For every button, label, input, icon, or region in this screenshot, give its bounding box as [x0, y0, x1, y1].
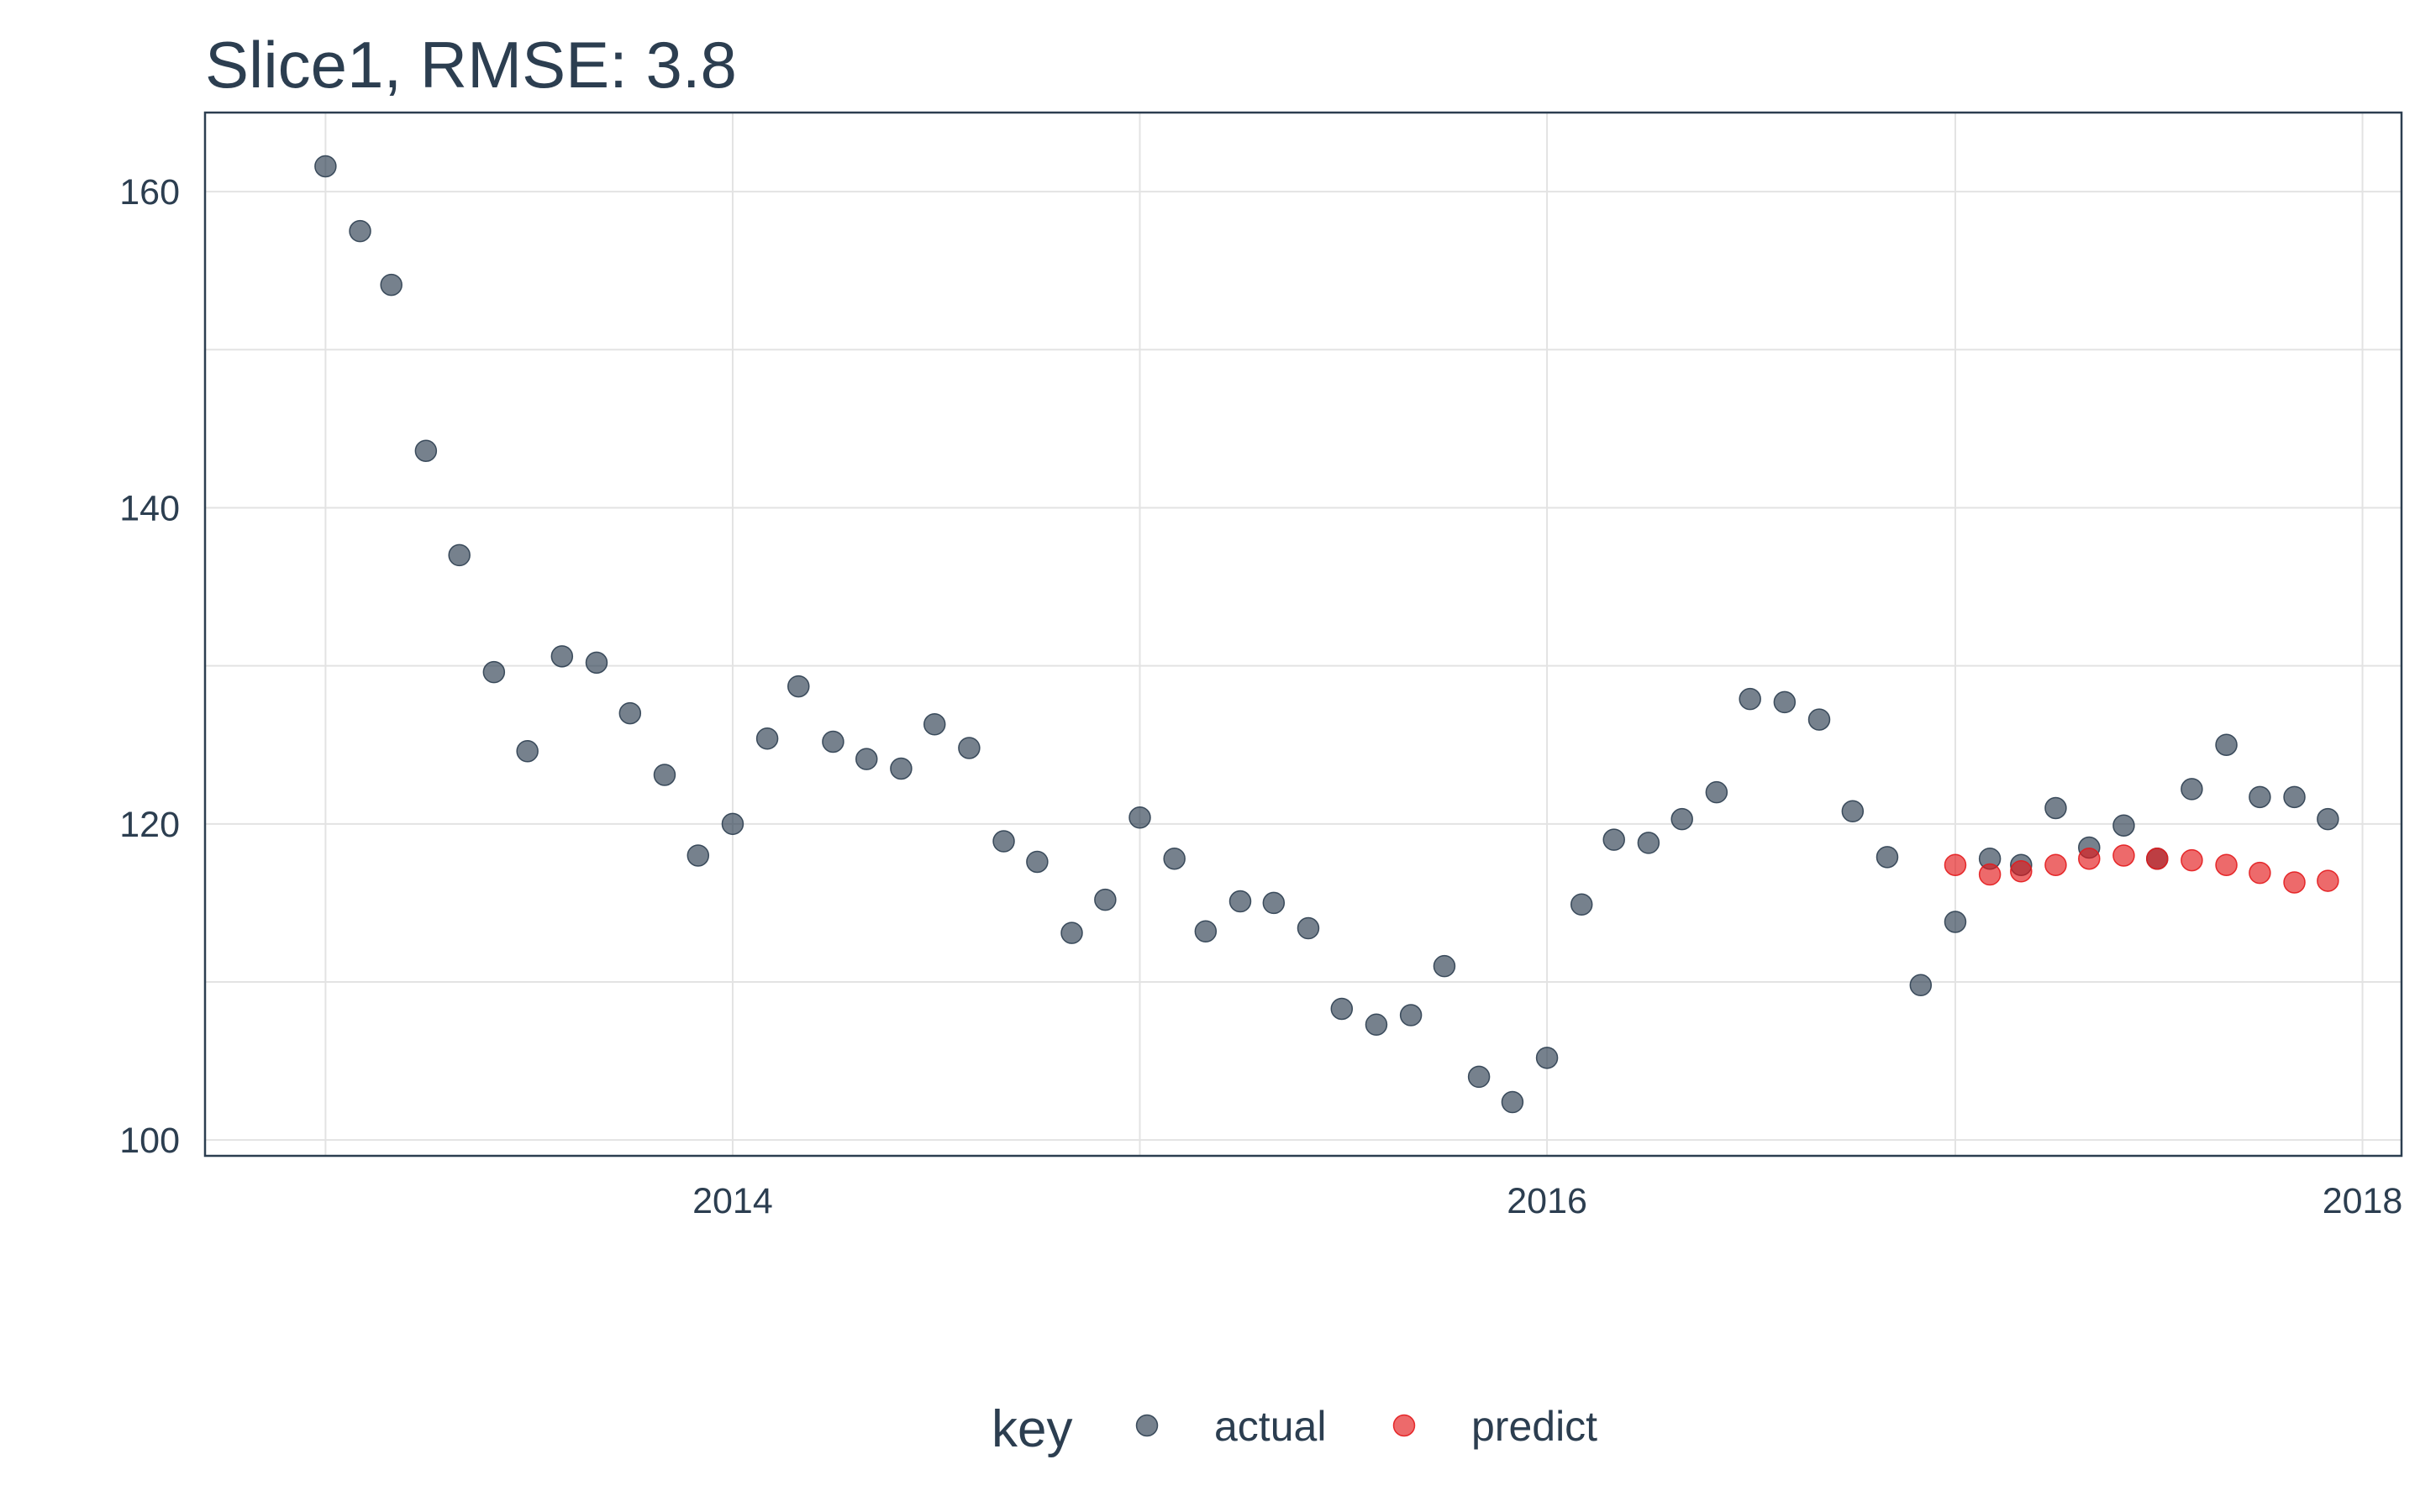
actual-point: [1060, 921, 1083, 944]
actual-point: [1228, 890, 1252, 913]
actual-point: [516, 740, 539, 763]
x-tick-label: 2014: [692, 1181, 773, 1221]
actual-point: [1026, 850, 1049, 874]
x-tick-label: 2016: [1507, 1181, 1587, 1221]
actual-point: [1262, 891, 1286, 915]
y-tick-label: 140: [119, 488, 180, 528]
predict-point: [2317, 869, 2339, 892]
predict-point: [2249, 861, 2271, 885]
plot-panel-border: [203, 111, 2403, 1158]
y-tick-label: 120: [119, 805, 180, 845]
actual-point: [1330, 997, 1354, 1021]
x-tick-label: 2018: [2323, 1181, 2403, 1221]
y-tick-label: 100: [119, 1121, 180, 1161]
legend-label-predict: predict: [1471, 1403, 1597, 1450]
actual-point: [1399, 1004, 1423, 1026]
actual-point: [1841, 800, 1865, 823]
actual-point: [653, 764, 676, 786]
predict-point: [2044, 853, 2067, 876]
predict-point: [2112, 844, 2135, 867]
actual-point: [482, 660, 506, 684]
predict-point: [2146, 847, 2169, 870]
legend-key-predict: [1392, 1414, 1416, 1437]
legend-label-actual: actual: [1214, 1403, 1326, 1450]
predict-point: [1978, 863, 2002, 886]
actual-point: [1876, 846, 1899, 869]
actual-point: [1807, 708, 1831, 731]
actual-point: [448, 543, 471, 567]
legend: key actual predict: [992, 1400, 1597, 1458]
actual-point: [2044, 796, 2067, 820]
predict-point: [2215, 853, 2238, 876]
legend-title: key: [992, 1400, 1072, 1458]
predict-point: [2283, 871, 2306, 894]
predict-point: [1944, 853, 1967, 876]
actual-point: [1773, 690, 1797, 714]
actual-point: [1909, 974, 1933, 997]
actual-point: [1670, 807, 1693, 831]
actual-point: [1467, 1065, 1491, 1089]
actual-point: [890, 757, 913, 780]
series-actual: [314, 155, 2339, 1114]
predict-point: [2181, 848, 2203, 872]
actual-point: [1944, 911, 1967, 933]
actual-point: [2215, 733, 2238, 756]
predict-point: [2078, 847, 2101, 870]
actual-point: [721, 812, 744, 836]
actual-point: [2283, 785, 2306, 809]
actual-point: [1501, 1090, 1524, 1114]
actual-point: [1433, 954, 1456, 978]
actual-point: [855, 748, 878, 770]
y-tick-label: 160: [119, 172, 180, 213]
actual-point: [550, 645, 574, 668]
actual-point: [822, 730, 844, 753]
series-predict: [1944, 844, 2339, 894]
actual-point: [1297, 916, 1320, 940]
actual-point: [1163, 847, 1186, 870]
actual-point: [314, 155, 337, 178]
actual-point: [585, 651, 608, 675]
legend-key-actual: [1135, 1414, 1159, 1437]
grid-lines: [205, 113, 2402, 1156]
actual-point: [1602, 828, 1625, 851]
actual-point: [618, 701, 642, 725]
actual-point: [1705, 780, 1728, 804]
predict-point: [2010, 860, 2033, 883]
actual-point: [1535, 1047, 1559, 1069]
actual-point: [787, 675, 810, 698]
actual-point: [1094, 888, 1117, 911]
actual-point: [755, 727, 779, 750]
actual-point: [992, 830, 1015, 853]
actual-point: [414, 439, 438, 462]
actual-point: [380, 273, 402, 297]
actual-point: [923, 713, 946, 736]
actual-point: [2181, 778, 2203, 801]
actual-point: [1365, 1013, 1388, 1037]
actual-point: [1637, 832, 1660, 854]
actual-point: [687, 844, 710, 867]
data-points: [314, 155, 2339, 1114]
actual-point: [349, 219, 371, 243]
actual-point: [1128, 806, 1151, 829]
chart-title: Slice1, RMSE: 3.8: [205, 28, 737, 102]
axis-tick-labels: 100 120 140 160 2014 2016 2018: [119, 172, 2402, 1221]
actual-point: [2249, 785, 2271, 809]
actual-point: [1739, 687, 1761, 711]
actual-point: [958, 737, 981, 759]
actual-point: [1194, 920, 1218, 943]
actual-point: [1570, 893, 1593, 916]
actual-point: [2112, 814, 2135, 837]
actual-point: [2317, 807, 2339, 831]
